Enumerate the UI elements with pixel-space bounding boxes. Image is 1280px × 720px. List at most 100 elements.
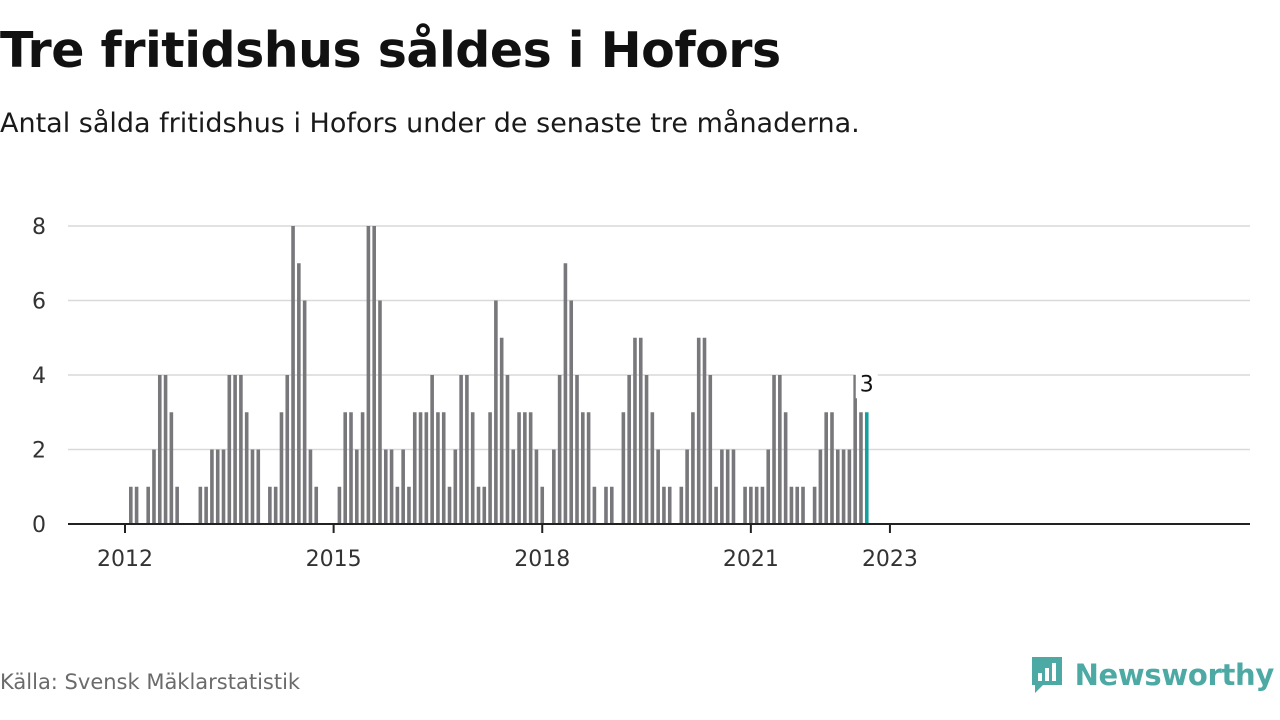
y-tick-label: 0	[32, 513, 46, 538]
bar	[505, 375, 510, 524]
bar	[163, 375, 168, 524]
bar	[563, 263, 568, 524]
bar	[586, 412, 591, 524]
bar	[772, 375, 776, 524]
bar	[830, 412, 834, 524]
bar	[128, 486, 133, 524]
bar	[749, 486, 753, 524]
bar	[818, 449, 823, 524]
newsworthy-logo: Newsworthy	[1029, 654, 1274, 696]
bar	[314, 486, 319, 524]
bar	[812, 486, 817, 524]
bar	[731, 449, 736, 524]
chart-subtitle: Antal sålda fritidshus i Hofors under de…	[0, 108, 860, 139]
bar	[337, 486, 342, 524]
bar	[778, 375, 782, 524]
bar	[824, 412, 828, 524]
bar	[627, 375, 631, 524]
bar	[494, 300, 498, 524]
bar-highlight	[864, 412, 869, 524]
bar	[221, 449, 226, 524]
x-tick-label: 2018	[514, 547, 570, 572]
chart-title: Tre fritidshus såldes i Hofors	[0, 22, 781, 79]
bar	[552, 449, 556, 524]
highlight-label-bg	[855, 368, 878, 399]
x-tick-label: 2012	[97, 547, 153, 572]
bar	[696, 337, 701, 524]
bar	[523, 412, 527, 524]
bar	[175, 486, 179, 524]
bar	[239, 375, 243, 524]
bar	[638, 337, 643, 524]
bar	[604, 486, 608, 524]
bar	[418, 412, 423, 524]
bar	[581, 412, 585, 524]
bar	[835, 449, 840, 524]
bar	[650, 412, 655, 524]
y-tick-label: 6	[32, 290, 46, 315]
bar	[841, 449, 846, 524]
bar	[152, 449, 156, 524]
x-tick-label: 2015	[306, 547, 362, 572]
bar	[853, 375, 857, 524]
bar	[789, 486, 794, 524]
bar	[540, 486, 545, 524]
bar	[412, 412, 417, 524]
bar	[227, 375, 232, 524]
bar	[430, 375, 434, 524]
bar	[760, 486, 765, 524]
bar	[592, 486, 597, 524]
bar	[714, 486, 718, 524]
bar	[667, 486, 672, 524]
bar	[679, 486, 684, 524]
bar	[383, 449, 388, 524]
bar	[285, 375, 290, 524]
source-note: Källa: Svensk Mäklarstatistik	[0, 670, 301, 694]
bar	[360, 412, 365, 524]
bar	[720, 449, 724, 524]
bar	[691, 412, 695, 524]
bar	[233, 375, 237, 524]
bar	[204, 486, 208, 524]
bar	[847, 449, 852, 524]
bar	[215, 449, 220, 524]
bar	[389, 449, 394, 524]
y-tick-label: 4	[32, 364, 46, 389]
bar	[511, 449, 516, 524]
bar	[702, 337, 707, 524]
bar	[534, 449, 539, 524]
bar	[465, 375, 469, 524]
bar	[859, 412, 863, 524]
bar	[609, 486, 614, 524]
bar	[482, 486, 487, 524]
bar	[795, 486, 800, 524]
bar	[662, 486, 666, 524]
bar	[308, 449, 313, 524]
bar	[372, 226, 376, 524]
bar	[279, 412, 284, 524]
x-tick-label: 2021	[723, 547, 779, 572]
bar	[656, 449, 660, 524]
bar	[169, 412, 174, 524]
bar	[424, 412, 429, 524]
bar	[378, 300, 382, 524]
bar	[743, 486, 747, 524]
bar	[470, 412, 475, 524]
newsworthy-chart-icon	[1031, 657, 1062, 693]
bar	[685, 449, 689, 524]
bar	[146, 486, 150, 524]
bar	[273, 486, 278, 524]
bar	[621, 412, 626, 524]
bar	[766, 449, 771, 524]
bar	[256, 449, 261, 524]
bar	[708, 375, 713, 524]
brand-name: Newsworthy	[1074, 658, 1275, 692]
bar	[250, 449, 255, 524]
y-tick-label: 8	[32, 215, 46, 240]
bar	[436, 412, 440, 524]
bar	[157, 375, 162, 524]
highlight-value-label: 3	[860, 372, 874, 397]
bar	[302, 300, 307, 524]
bar	[366, 226, 371, 524]
